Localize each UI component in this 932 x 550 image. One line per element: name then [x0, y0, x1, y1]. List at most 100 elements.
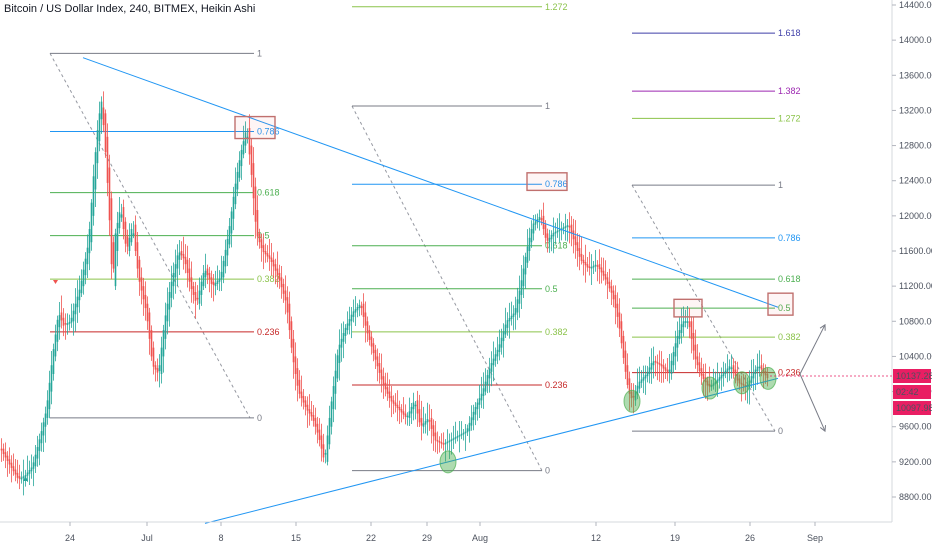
candle-body — [88, 229, 91, 254]
candle-body — [524, 256, 527, 275]
candle-body — [482, 388, 485, 396]
candle-body — [358, 304, 361, 309]
candle-body — [316, 423, 319, 433]
candle-body — [86, 247, 89, 265]
candle-body — [446, 441, 449, 444]
candle-body — [142, 286, 145, 300]
candle-body — [312, 415, 315, 421]
fib-level-label: 0.786 — [778, 233, 801, 243]
candle-body — [46, 400, 49, 418]
candle-body — [512, 313, 515, 317]
candle-body — [366, 321, 369, 334]
candle-body — [208, 272, 211, 280]
candles — [0, 91, 769, 496]
candle-body — [592, 265, 595, 268]
candle-body — [368, 330, 371, 340]
candle-body — [214, 282, 217, 287]
candle-body — [572, 230, 575, 240]
candle-body — [374, 349, 377, 360]
candle-body — [342, 333, 345, 342]
candle-body — [230, 211, 233, 234]
candle-body — [394, 402, 397, 406]
candle-body — [714, 381, 717, 385]
candle-body — [30, 467, 33, 472]
candle-body — [150, 330, 153, 357]
candle-body — [594, 264, 597, 267]
candle-body — [252, 163, 255, 199]
candle-body — [72, 310, 75, 322]
candle-body — [106, 136, 109, 183]
candle-body — [14, 469, 17, 475]
candle-body — [682, 321, 685, 328]
candle-body — [596, 265, 599, 267]
candle-body — [622, 335, 625, 358]
candle-body — [674, 343, 677, 357]
candle-body — [722, 372, 725, 377]
candle-body — [20, 477, 23, 480]
trendline — [82, 57, 779, 308]
fib-level-label: 0 — [545, 466, 550, 476]
candle-body — [660, 364, 663, 367]
fib-level-label: 0.786 — [257, 127, 280, 137]
candle-body — [278, 272, 281, 281]
candle-body — [678, 330, 681, 339]
candle-body — [752, 372, 755, 379]
candle-body — [548, 237, 551, 243]
candle-body — [502, 331, 505, 342]
candle-body — [344, 327, 347, 336]
price-tick-label: 14000.00 — [899, 35, 932, 45]
candle-body — [708, 383, 711, 387]
time-tick-label: Aug — [472, 533, 488, 543]
candle-body — [264, 251, 267, 255]
candle-body — [600, 267, 603, 273]
candle-body — [636, 385, 639, 395]
candle-body — [532, 223, 535, 234]
candle-body — [298, 379, 301, 394]
candle-body — [758, 366, 761, 369]
candle-body — [340, 338, 343, 348]
fib-level-label: 0.786 — [545, 179, 568, 189]
candle-body — [440, 442, 443, 444]
candle-body — [108, 167, 111, 221]
candle-body — [330, 401, 333, 427]
candle-body — [220, 271, 223, 280]
candle-body — [102, 107, 105, 126]
candle-body — [694, 344, 697, 360]
candle-body — [40, 431, 43, 444]
candle-body — [160, 347, 163, 374]
candle-body — [270, 257, 273, 262]
overlays — [23, 57, 827, 524]
candle-body — [654, 360, 657, 363]
candle-body — [480, 393, 483, 401]
price-tag-label: 02:42 — [896, 387, 919, 397]
candle-body — [206, 268, 209, 276]
candle-body — [576, 242, 579, 251]
candle-body — [326, 435, 329, 462]
candle-body — [42, 422, 45, 436]
candle-body — [422, 423, 425, 427]
candle-body — [638, 381, 641, 389]
candle-body — [70, 317, 73, 323]
candle-body — [602, 270, 605, 276]
candle-body — [444, 442, 447, 445]
candle-body — [334, 370, 337, 394]
candle-body — [250, 145, 253, 175]
buy-marker-icon — [23, 476, 28, 481]
candle-body — [586, 264, 589, 268]
candle-body — [238, 160, 241, 178]
candle-body — [146, 303, 149, 322]
candle-body — [232, 196, 235, 219]
candle-body — [196, 297, 199, 300]
candle-body — [676, 335, 679, 348]
price-tick-label: 14400.00 — [899, 0, 932, 10]
candle-body — [668, 369, 671, 372]
fib-level-label: 1.618 — [778, 28, 801, 38]
price-tick-label: 12000.00 — [899, 211, 932, 221]
candle-body — [172, 272, 175, 287]
candle-body — [484, 381, 487, 392]
candle-body — [666, 369, 669, 373]
time-tick-label: 19 — [670, 533, 680, 543]
candle-body — [582, 259, 585, 264]
candle-body — [556, 230, 559, 233]
